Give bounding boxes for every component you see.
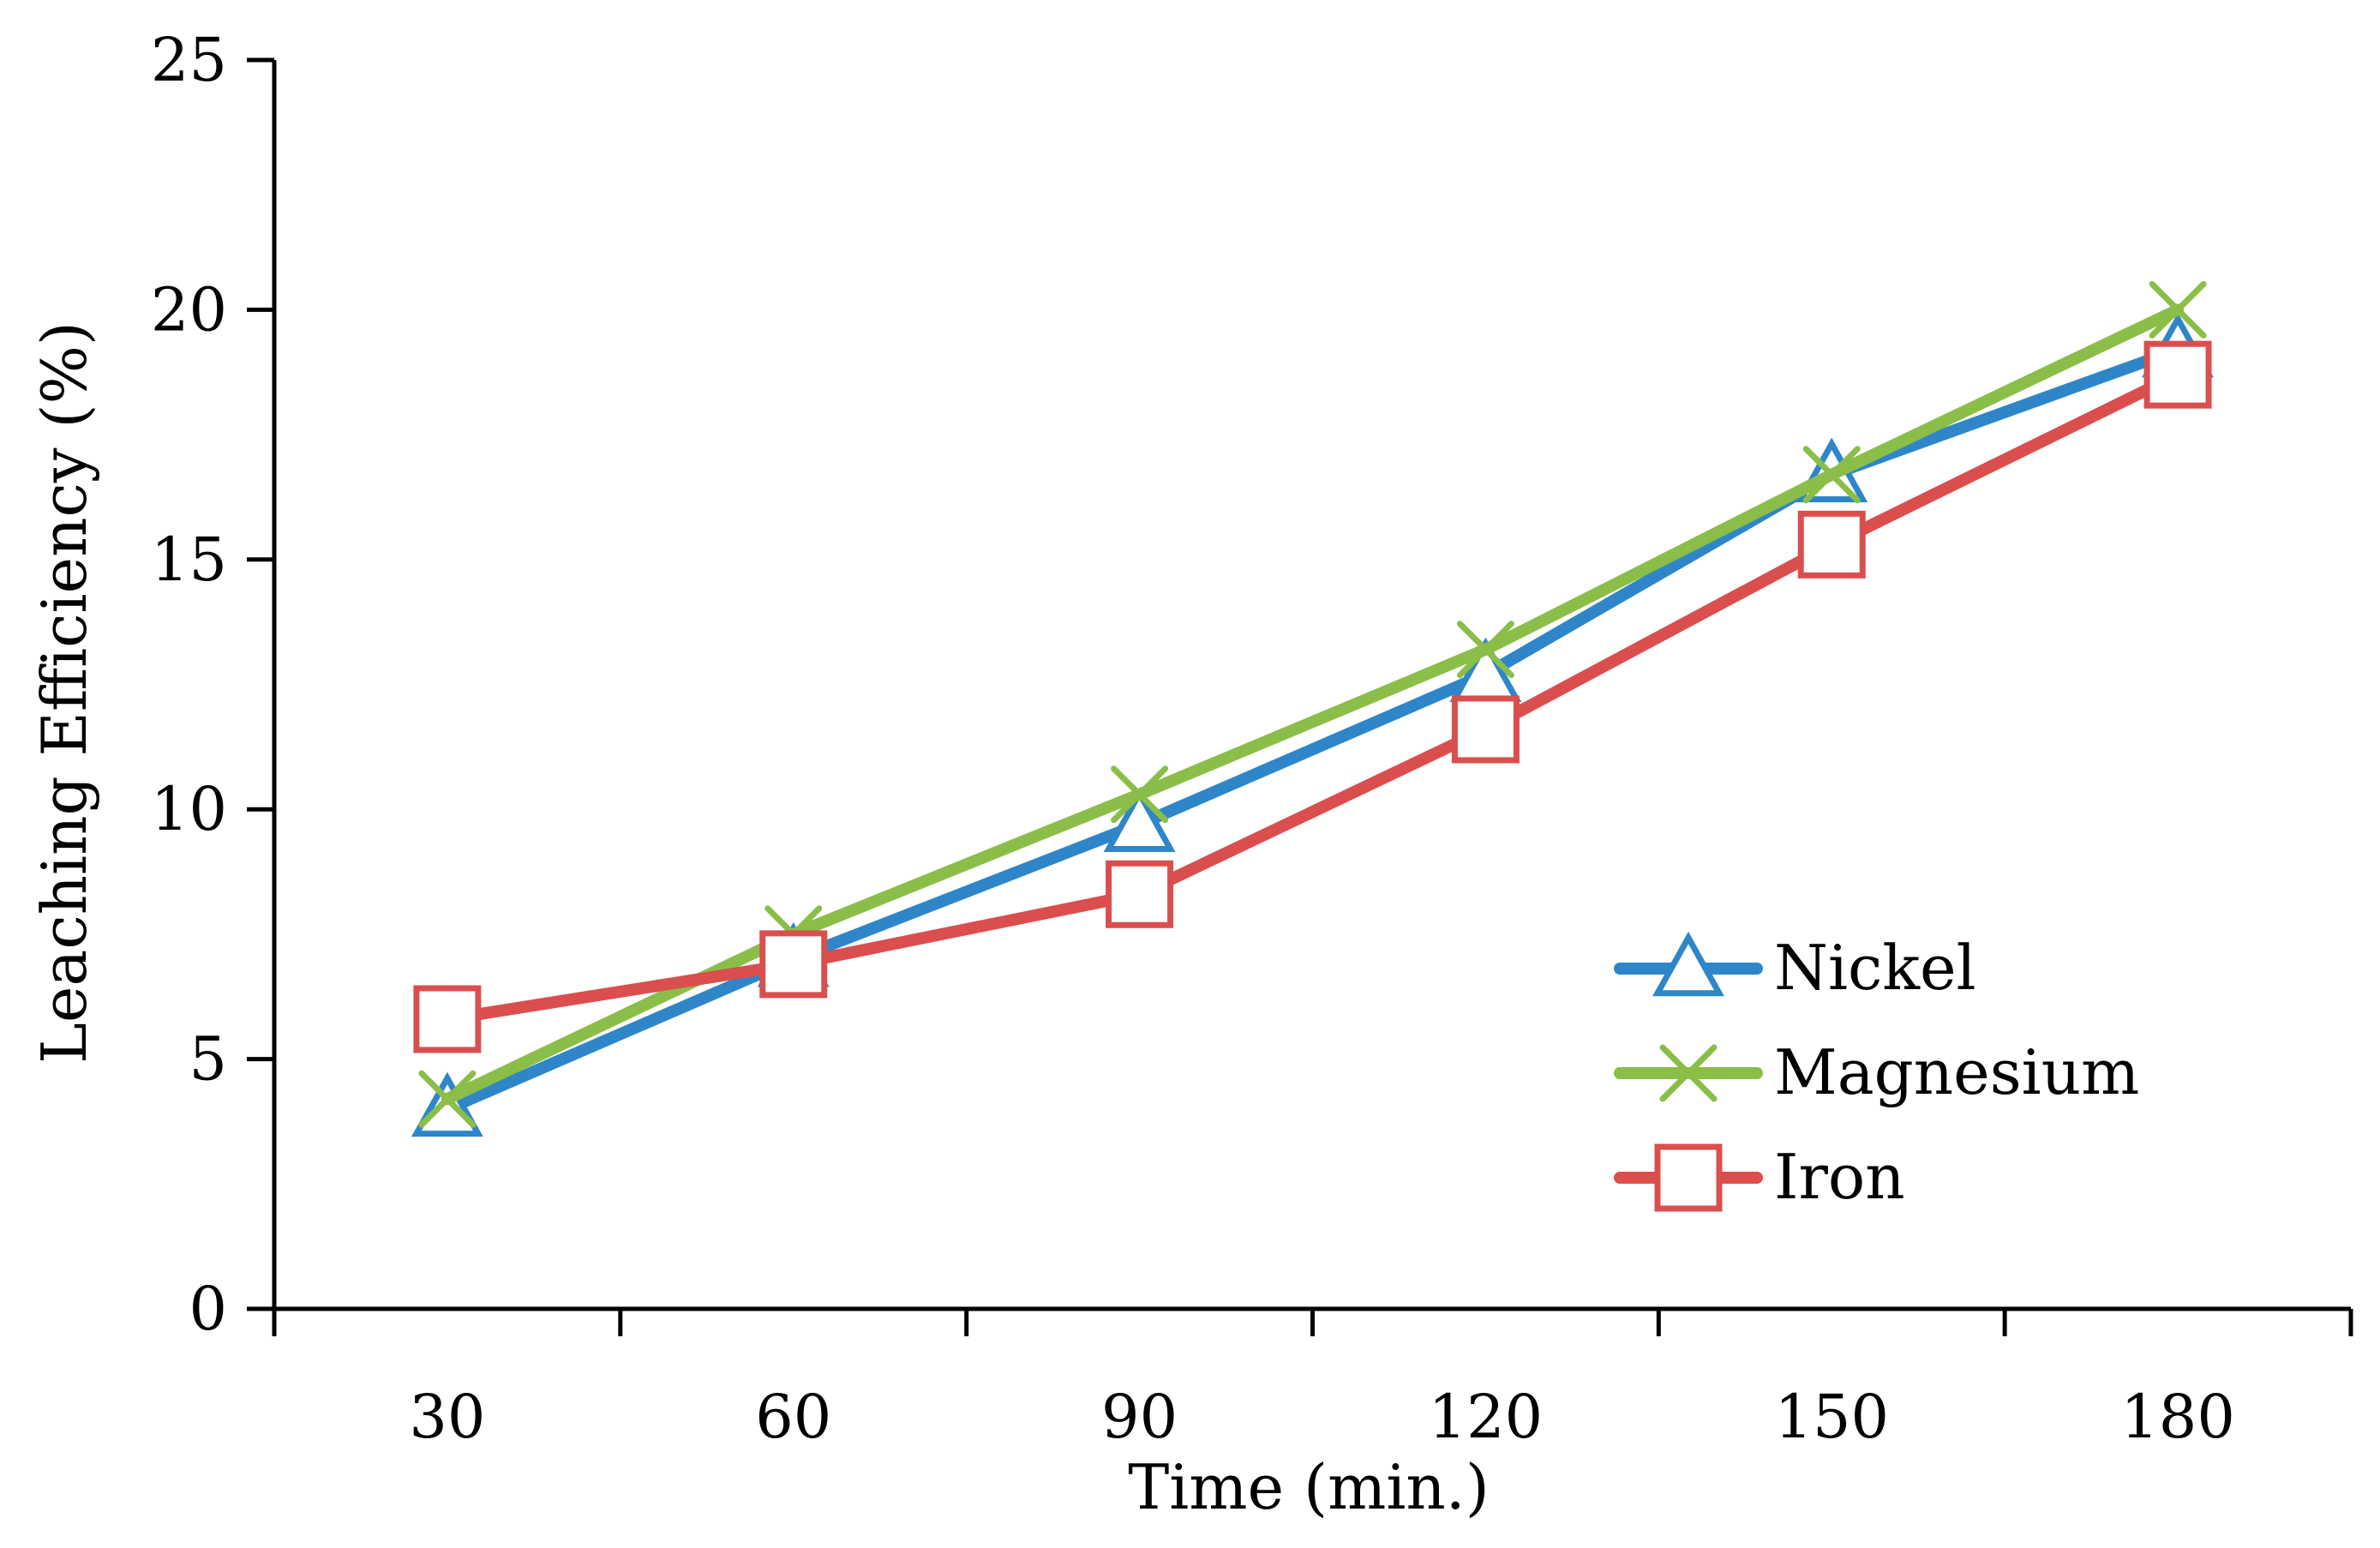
nickel-point <box>411 1071 483 1137</box>
iron-point <box>1451 695 1520 764</box>
y-tick-label: 10 <box>151 774 227 844</box>
iron-point <box>2143 340 2212 409</box>
legend-label: Iron <box>1774 1141 1905 1213</box>
iron-point <box>413 985 482 1053</box>
legend-item-magnesium: Magnesium <box>1614 1036 2139 1108</box>
nickel-line <box>441 344 2185 1115</box>
y-tick-label: 25 <box>151 25 227 95</box>
y-axis-title: Leaching Efficiency (%) <box>28 321 100 1064</box>
x-tick-label: 150 <box>1774 1382 1889 1452</box>
x-tick-label: 60 <box>755 1382 831 1452</box>
y-tick-label: 5 <box>189 1024 227 1095</box>
series-iron <box>413 340 2212 1053</box>
magnesium-point <box>1111 765 1169 824</box>
y-tick-label: 15 <box>151 525 227 595</box>
legend-label: Nickel <box>1774 932 1976 1004</box>
iron-point <box>1797 510 1866 579</box>
series-magnesium <box>418 280 2207 1128</box>
x-tick-label: 30 <box>409 1382 485 1452</box>
series-layer <box>411 280 2215 1137</box>
magnesium-line <box>441 303 2185 1106</box>
magnesium-point <box>418 1070 477 1128</box>
y-tick-label: 0 <box>189 1274 227 1344</box>
legend-label: Magnesium <box>1774 1036 2139 1108</box>
x-tick-label: 90 <box>1101 1382 1178 1452</box>
legend-item-iron: Iron <box>1614 1141 1905 1213</box>
x-ticks: 30 60 90 120 150 180 <box>272 1309 2353 1452</box>
iron-point <box>759 930 828 999</box>
legend-item-nickel: Nickel <box>1614 931 1976 1004</box>
iron-point <box>1106 860 1174 928</box>
magnesium-point <box>2149 280 2207 339</box>
magnesium-point <box>1456 621 1514 679</box>
magnesium-point <box>1802 446 1861 504</box>
legend-swatch-marker <box>1654 1143 1723 1212</box>
x-tick-label: 120 <box>1429 1382 1544 1452</box>
y-ticks: 0 5 10 15 20 25 <box>151 25 274 1344</box>
x-axis-title: Time (min.) <box>1128 1451 1490 1523</box>
legend-swatch-marker <box>1659 1044 1718 1102</box>
legend-swatch-marker <box>1652 931 1724 997</box>
legend: Nickel Magnesium Iron <box>1614 931 2139 1213</box>
iron-line <box>441 369 2185 1025</box>
y-tick-label: 20 <box>151 274 227 345</box>
axes <box>272 60 2351 1311</box>
nickel-point <box>1103 787 1176 852</box>
x-tick-label: 180 <box>2120 1382 2235 1452</box>
